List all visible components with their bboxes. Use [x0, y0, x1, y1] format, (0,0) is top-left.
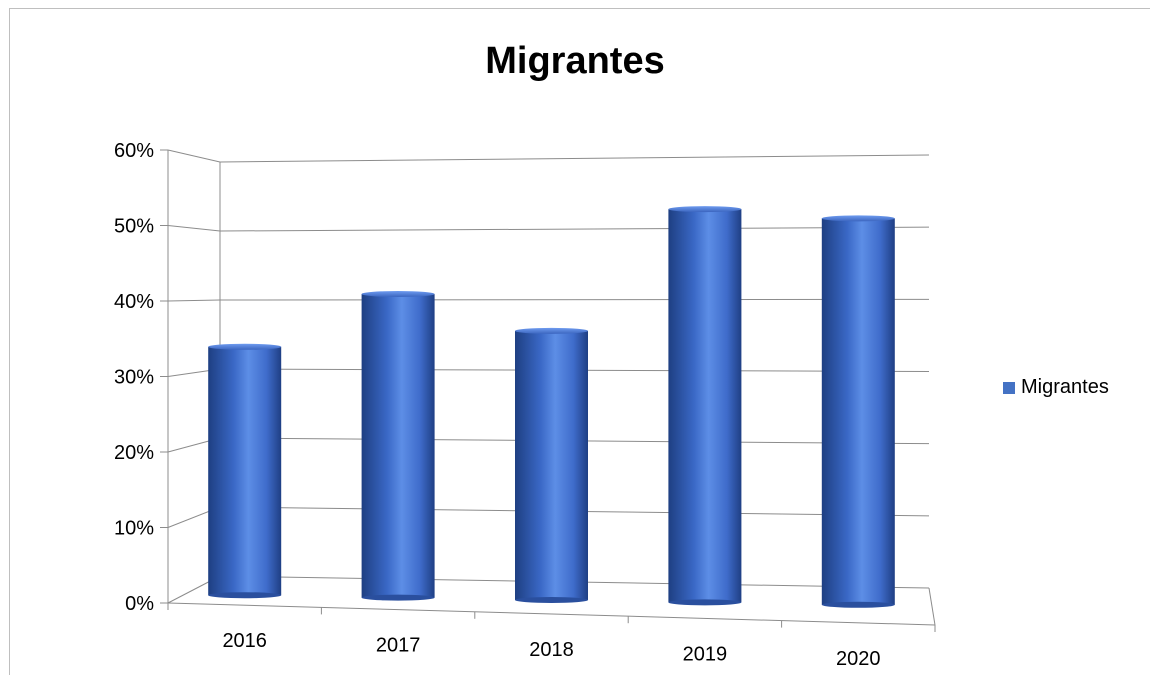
- legend-swatch: [1003, 381, 1015, 394]
- y-tick-label: 10%: [114, 518, 154, 540]
- bar-base: [208, 592, 282, 599]
- bar-base: [361, 594, 435, 601]
- gridline: [219, 154, 930, 163]
- x-axis: [167, 602, 936, 626]
- gridline: [219, 226, 930, 232]
- bars: [208, 206, 895, 608]
- y-tick-label: 0%: [125, 593, 154, 615]
- gridline-side: [167, 225, 221, 232]
- gridline-side: [167, 299, 221, 302]
- x-tick-label: 2018: [529, 639, 574, 661]
- legend-label: Migrantes: [1021, 376, 1109, 398]
- x-tick-label: 2017: [376, 635, 421, 657]
- floor-side-edge: [928, 587, 936, 626]
- y-tick-label: 50%: [114, 216, 154, 238]
- chart-frame: [9, 8, 1150, 675]
- bar: [361, 291, 435, 601]
- bar-body: [208, 346, 282, 596]
- bar-base: [821, 601, 895, 608]
- y-tick-label: 30%: [114, 367, 154, 389]
- legend: Migrantes: [1003, 376, 1109, 399]
- y-tick-label: 60%: [114, 140, 154, 162]
- bar-body: [515, 330, 588, 600]
- bar: [821, 215, 895, 608]
- bar-cap: [668, 206, 742, 213]
- bar-cap: [361, 291, 435, 297]
- bar: [208, 343, 282, 599]
- bar-cap: [515, 327, 588, 334]
- bar-base: [515, 597, 588, 603]
- y-tick-label: 20%: [114, 442, 154, 464]
- bar-cap: [821, 215, 895, 222]
- gridline-side: [167, 149, 221, 163]
- bar-body: [361, 294, 435, 598]
- x-tick-label: 2020: [836, 648, 881, 670]
- x-tick-label: 2016: [222, 630, 267, 652]
- bar-cap: [208, 343, 282, 350]
- y-tick-label: 40%: [114, 291, 154, 313]
- bar-body: [668, 209, 742, 603]
- bar-base: [668, 599, 742, 606]
- x-tick-label: 2019: [683, 643, 728, 665]
- bar: [515, 327, 588, 603]
- bar-body: [821, 218, 895, 605]
- chart-title: Migrantes: [485, 40, 665, 82]
- tick-labels: 0% 10% 20% 30% 40% 50% 60% 2016 2017 2018 2019 2020: [114, 140, 881, 670]
- gridline: [219, 298, 930, 301]
- bar: [668, 206, 742, 606]
